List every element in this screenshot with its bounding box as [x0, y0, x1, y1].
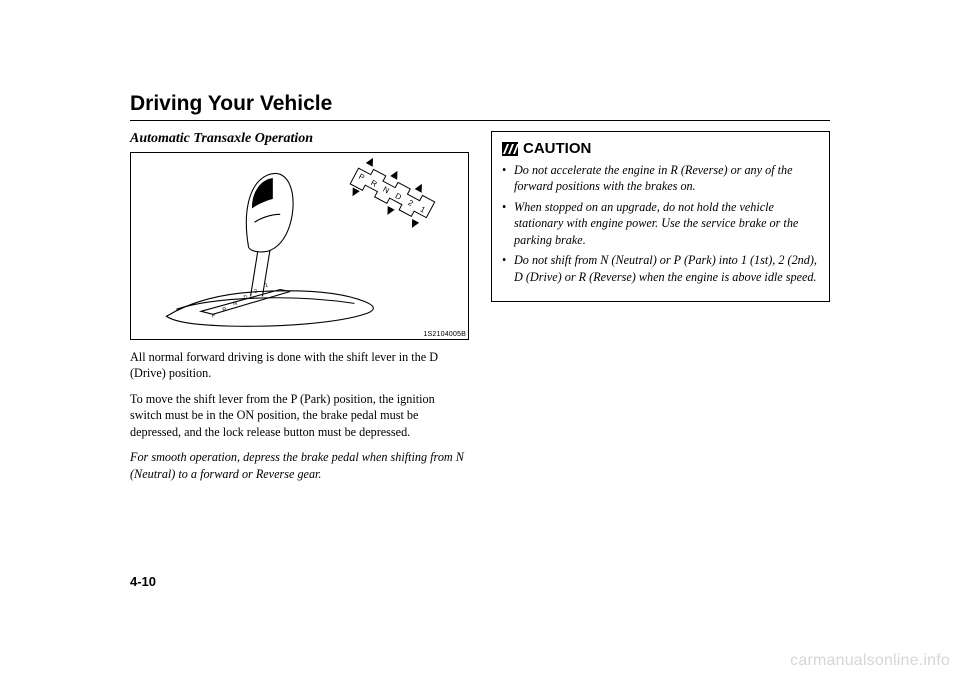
page-number: 4-10	[130, 574, 156, 589]
right-column: CAUTION Do not accelerate the engine in …	[491, 131, 830, 482]
page-title: Driving Your Vehicle	[130, 92, 830, 116]
page-root: Driving Your Vehicle Automatic Transaxle…	[0, 0, 960, 678]
left-column: Automatic Transaxle Operation P	[130, 131, 469, 482]
svg-text:D: D	[243, 294, 248, 301]
caution-item: When stopped on an upgrade, do not hold …	[502, 199, 819, 248]
transaxle-figure: P R N D 2 1	[130, 152, 469, 340]
figure-id: 1S2104005B	[423, 329, 466, 338]
caution-item: Do not shift from N (Neutral) or P (Park…	[502, 252, 819, 285]
caution-heading: CAUTION	[502, 140, 819, 157]
subheading: Automatic Transaxle Operation	[130, 131, 469, 147]
shift-lever-illustration: P R N D 2 1	[131, 153, 468, 339]
svg-text:R: R	[222, 307, 227, 314]
two-column-layout: Automatic Transaxle Operation P	[130, 131, 830, 482]
caution-list: Do not accelerate the engine in R (Rever…	[502, 162, 819, 285]
paragraph-1: All normal forward driving is done with …	[130, 349, 469, 382]
paragraph-2: To move the shift lever from the P (Park…	[130, 391, 469, 440]
caution-item: Do not accelerate the engine in R (Rever…	[502, 162, 819, 195]
title-rule	[130, 120, 830, 121]
caution-box: CAUTION Do not accelerate the engine in …	[491, 131, 830, 302]
watermark: carmanualsonline.info	[790, 652, 950, 670]
paragraph-3: For smooth operation, depress the brake …	[130, 449, 469, 482]
caution-icon	[502, 142, 518, 156]
content-area: Driving Your Vehicle Automatic Transaxle…	[130, 92, 830, 482]
caution-label: CAUTION	[523, 140, 591, 157]
